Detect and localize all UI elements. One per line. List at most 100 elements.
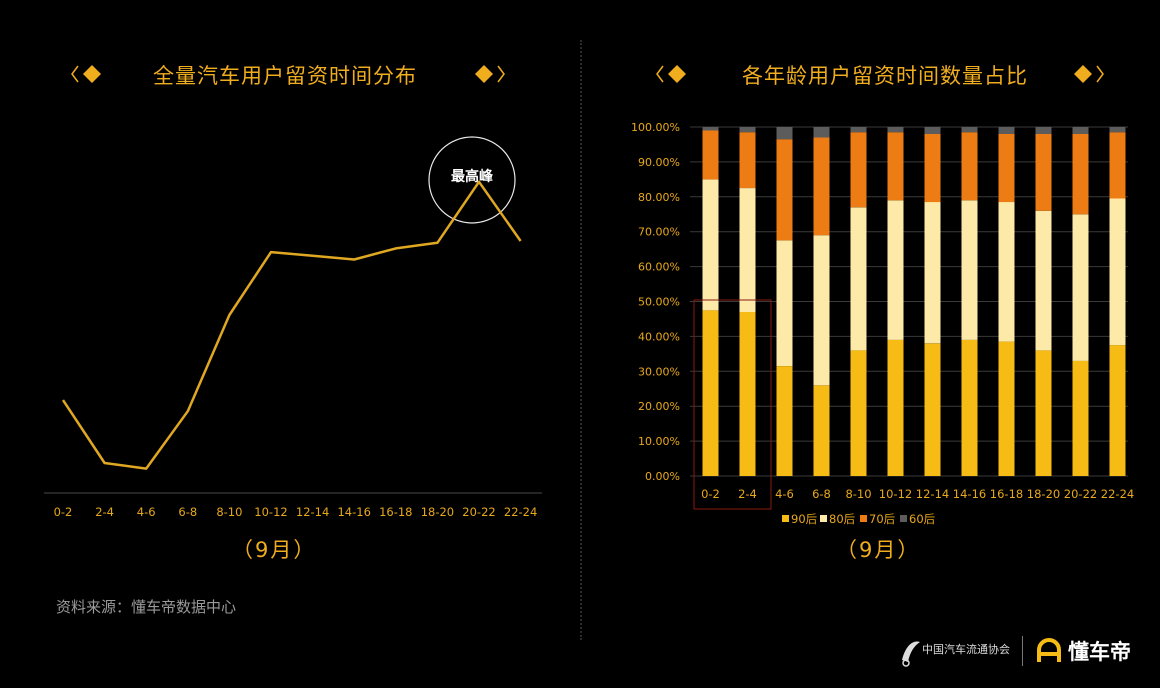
left-x-tick-label: 0-2: [54, 505, 73, 519]
legend-swatch: [860, 515, 867, 522]
left-x-tick-labels: 0-2 2-4 4-6 6-8 8-10 10-12 12-14 14-16 16-18 18-2…: [54, 505, 538, 519]
bar-segment: [702, 127, 719, 131]
bar-segment: [998, 134, 1015, 203]
bar-segment: [1072, 360, 1089, 476]
right-month-label: （9月）: [836, 538, 921, 562]
bar-segment: [776, 240, 793, 366]
title-right-decoration-left: [656, 65, 686, 83]
bar-segment: [924, 343, 941, 476]
right-x-tick-label: 10-12: [879, 487, 912, 501]
bar-segment: [998, 127, 1015, 134]
right-y-tick-label: 100.00%: [631, 121, 680, 134]
right-y-tick-label: 70.00%: [638, 226, 680, 239]
right-stacked-bar-chart: 0.00% 10.00% 20.00% 30.00% 40.00% 50.00% 60.00…: [631, 121, 1134, 526]
right-y-tick-label: 20.00%: [638, 400, 680, 413]
bar-segment: [887, 132, 904, 201]
left-x-tick-label: 10-12: [254, 505, 287, 519]
right-gridlines: [690, 126, 1128, 477]
bar-segment: [739, 312, 756, 476]
left-x-tick-label: 14-16: [337, 505, 370, 519]
bar-segment: [1035, 134, 1052, 211]
right-x-tick-label: 2-4: [738, 487, 757, 501]
left-chart-title: 全量汽车用户留资时间分布: [153, 64, 417, 88]
left-x-tick-label: 8-10: [216, 505, 242, 519]
legend-swatch: [820, 515, 827, 522]
peak-highlight-circle: [428, 136, 516, 224]
left-x-tick-label: 2-4: [95, 505, 114, 519]
bar-segment: [702, 179, 719, 311]
bar-segment: [739, 132, 756, 188]
data-source: 资料来源：懂车帝数据中心: [56, 598, 237, 616]
left-x-tick-label: 16-18: [379, 505, 412, 519]
bar-segment: [739, 127, 756, 133]
right-chart-title: 各年龄用户留资时间数量占比: [742, 64, 1028, 88]
right-y-tick-labels: 0.00% 10.00% 20.00% 30.00% 40.00% 50.00% 60.00…: [631, 121, 680, 483]
bar-segment: [961, 127, 978, 133]
right-x-tick-labels: 0-2 2-4 4-6 6-8 8-10 10-12 12-14 14-16 16-18 18-2…: [701, 487, 1134, 501]
bar-segment: [924, 134, 941, 203]
right-y-tick-label: 90.00%: [638, 156, 680, 169]
right-x-tick-label: 18-20: [1027, 487, 1060, 501]
bar-segment: [1109, 345, 1126, 476]
right-y-tick-label: 30.00%: [638, 365, 680, 378]
bar-segment: [924, 127, 941, 134]
bar-segment: [887, 127, 904, 133]
legend-swatch: [900, 515, 907, 522]
title-right-decoration-right: [1074, 65, 1104, 83]
left-x-tick-label: 4-6: [137, 505, 156, 519]
highlight-box: [693, 299, 772, 510]
right-x-tick-label: 22-24: [1101, 487, 1134, 501]
bar-segment: [850, 350, 867, 476]
right-x-tick-label: 8-10: [845, 487, 871, 501]
legend-label: 70后: [869, 512, 895, 526]
association-name: 中国汽车流通协会: [922, 643, 1010, 656]
bar-segment: [887, 339, 904, 476]
left-line-chart: 最高峰 0-2 2-4 4-6 6-8 8-10 10-12 12-14 14-16 16-18…: [44, 136, 542, 519]
bar-segment: [813, 137, 830, 236]
right-y-tick-label: 60.00%: [638, 261, 680, 274]
brand-logo-icon: [1037, 638, 1061, 662]
right-y-tick-label: 10.00%: [638, 435, 680, 448]
right-x-tick-label: 20-22: [1064, 487, 1097, 501]
bar-segment: [739, 188, 756, 312]
right-legend: 90后 80后 70后 60后: [782, 512, 935, 526]
bar-segment: [1109, 132, 1126, 199]
bar-segment: [776, 139, 793, 241]
bar-segment: [1072, 214, 1089, 361]
right-x-tick-label: 0-2: [701, 487, 720, 501]
left-x-tick-label: 22-24: [504, 505, 537, 519]
bar-segment: [1035, 210, 1052, 351]
bar-segment: [998, 341, 1015, 476]
right-y-tick-label: 80.00%: [638, 191, 680, 204]
bar-segment: [961, 132, 978, 201]
bar-segment: [776, 127, 793, 140]
right-x-tick-label: 6-8: [812, 487, 831, 501]
title-left-decoration-right: [475, 65, 505, 83]
bar-segment: [813, 127, 830, 138]
right-x-tick-label: 16-18: [990, 487, 1023, 501]
left-x-tick-label: 18-20: [421, 505, 454, 519]
peak-label: 最高峰: [451, 168, 494, 185]
legend-label: 80后: [829, 512, 855, 526]
right-y-tick-label: 40.00%: [638, 330, 680, 343]
left-x-tick-label: 12-14: [296, 505, 329, 519]
bar-segment: [1072, 127, 1089, 134]
bar-segment: [776, 366, 793, 476]
bar-segment: [961, 339, 978, 476]
bar-segment: [1035, 350, 1052, 476]
bar-segment: [813, 385, 830, 476]
right-y-tick-label: 0.00%: [645, 470, 680, 483]
right-x-tick-label: 4-6: [775, 487, 794, 501]
bar-segment: [887, 200, 904, 340]
right-x-tick-label: 12-14: [916, 487, 949, 501]
left-month-label: （9月）: [232, 538, 317, 562]
bar-segment: [702, 130, 719, 180]
right-x-tick-label: 14-16: [953, 487, 986, 501]
bar-segment: [1109, 198, 1126, 346]
right-y-tick-label: 50.00%: [638, 296, 680, 309]
panel-divider: [580, 40, 582, 640]
bar-segment: [998, 202, 1015, 342]
left-data-line: [61, 180, 522, 470]
bar-segment: [924, 202, 941, 344]
bar-segment: [850, 127, 867, 133]
